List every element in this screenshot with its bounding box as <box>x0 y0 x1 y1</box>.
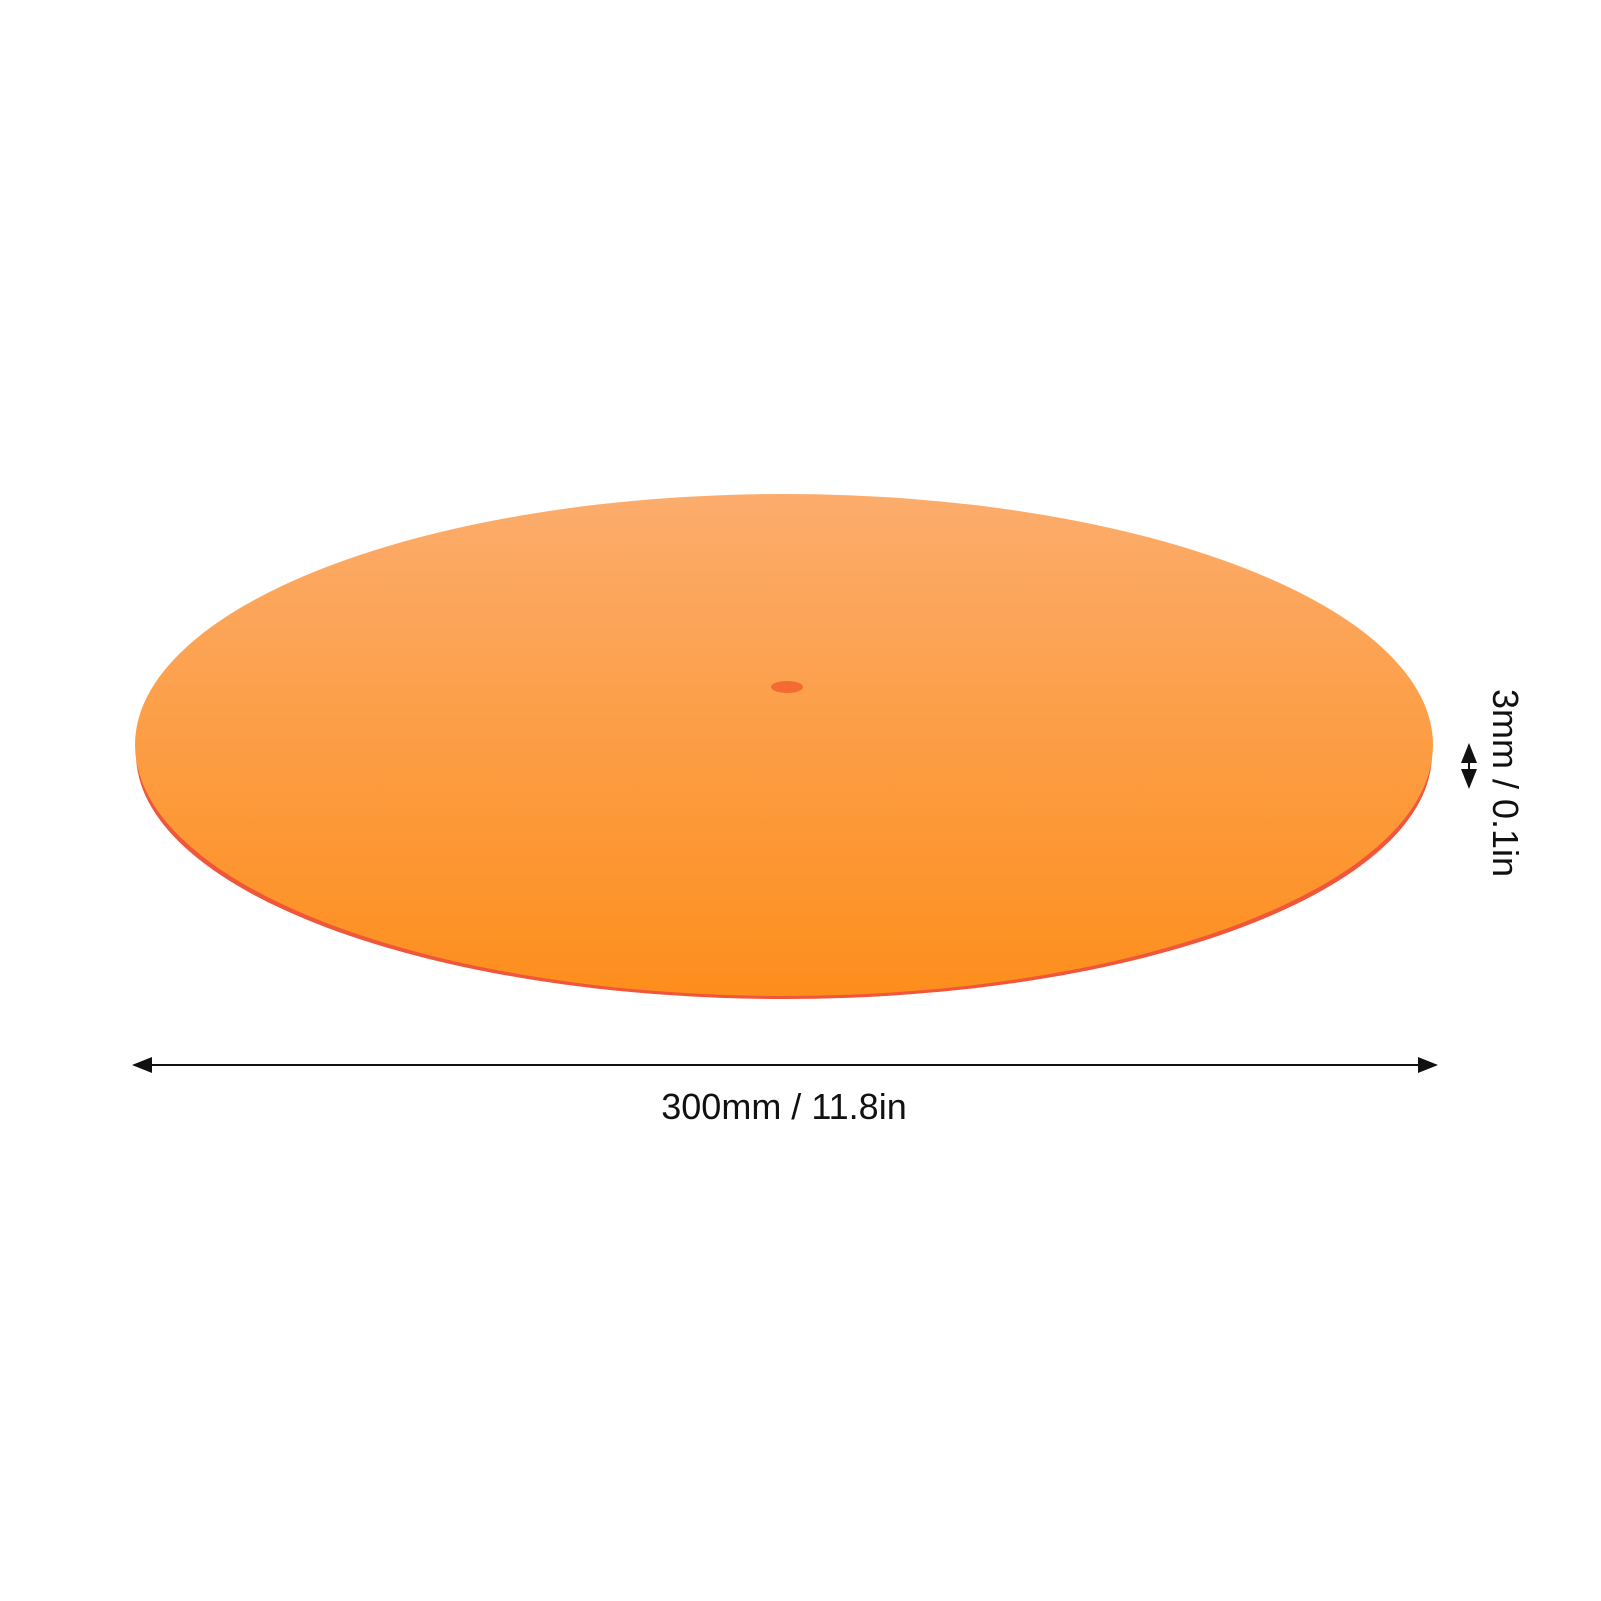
thickness-label: 3mm / 0.1in <box>1485 688 1526 878</box>
width-label: 300mm / 11.8in <box>661 1086 907 1127</box>
disc-top <box>135 494 1433 996</box>
center-hole <box>771 681 803 693</box>
